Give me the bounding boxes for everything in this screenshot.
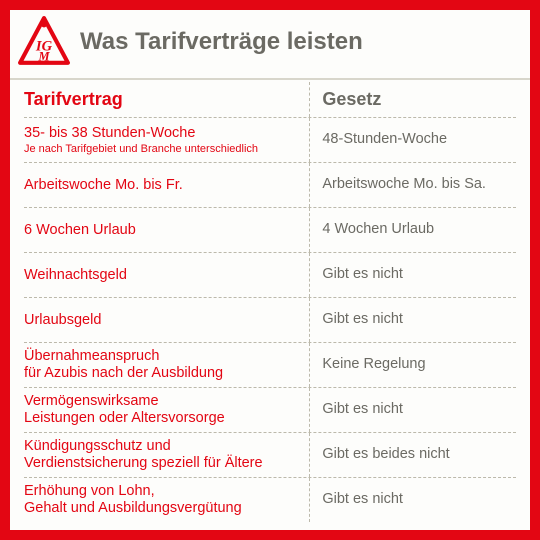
cell-text: Urlaubsgeld [24,312,301,329]
igm-logo-icon: IG M [18,16,70,68]
table-row: Übernahmeanspruchfür Azubis nach der Aus… [24,343,516,388]
cell-text: Weihnachtsgeld [24,267,301,284]
cell-tarifvertrag: Kündigungsschutz undVerdienstsicherung s… [24,433,309,477]
cell-text: VermögenswirksameLeistungen oder Altersv… [24,393,301,427]
col-header-gesetz: Gesetz [309,82,516,117]
table-row: VermögenswirksameLeistungen oder Altersv… [24,388,516,433]
svg-text:M: M [37,50,50,64]
cell-gesetz: 48-Stunden-Woche [309,118,516,162]
cell-text: 35- bis 38 Stunden-Woche [24,125,301,142]
cell-tarifvertrag: VermögenswirksameLeistungen oder Altersv… [24,388,309,432]
table-header-row: Tarifvertrag Gesetz [24,82,516,118]
cell-text: Gibt es nicht [322,491,516,508]
cell-text: Arbeitswoche Mo. bis Sa. [322,176,516,193]
cell-text: Gibt es nicht [322,266,516,283]
table-row: Weihnachtsgeld Gibt es nicht [24,253,516,298]
cell-text: Erhöhung von Lohn,Gehalt und Ausbildungs… [24,483,301,517]
cell-subtext: Je nach Tarifgebiet und Branche untersch… [24,143,301,156]
cell-gesetz: Gibt es beides nicht [309,433,516,477]
cell-text: 6 Wochen Urlaub [24,222,301,239]
comparison-table: Tarifvertrag Gesetz 35- bis 38 Stunden-W… [10,80,530,530]
cell-tarifvertrag: Weihnachtsgeld [24,253,309,297]
cell-gesetz: Gibt es nicht [309,478,516,522]
cell-text: 4 Wochen Urlaub [322,221,516,238]
cell-text: Kündigungsschutz undVerdienstsicherung s… [24,438,301,472]
cell-text: Keine Regelung [322,356,516,373]
cell-tarifvertrag: 35- bis 38 Stunden-WocheJe nach Tarifgeb… [24,118,309,162]
cell-gesetz: Gibt es nicht [309,388,516,432]
card: IG M Was Tarifverträge leisten Tarifvert… [10,10,530,530]
cell-text: Gibt es nicht [322,311,516,328]
cell-gesetz: Keine Regelung [309,343,516,387]
cell-gesetz: Arbeitswoche Mo. bis Sa. [309,163,516,207]
page-title: Was Tarifverträge leisten [80,28,363,56]
cell-text: Gibt es nicht [322,401,516,418]
header: IG M Was Tarifverträge leisten [10,10,530,80]
cell-gesetz: Gibt es nicht [309,253,516,297]
table-row: Urlaubsgeld Gibt es nicht [24,298,516,343]
cell-tarifvertrag: Erhöhung von Lohn,Gehalt und Ausbildungs… [24,478,309,522]
table-row: Arbeitswoche Mo. bis Fr. Arbeitswoche Mo.… [24,163,516,208]
table-row: 6 Wochen Urlaub 4 Wochen Urlaub [24,208,516,253]
table-row: Kündigungsschutz undVerdienstsicherung s… [24,433,516,478]
cell-text: 48-Stunden-Woche [322,131,516,148]
cell-tarifvertrag: Urlaubsgeld [24,298,309,342]
cell-text: Übernahmeanspruchfür Azubis nach der Aus… [24,348,301,382]
table-row: Erhöhung von Lohn,Gehalt und Ausbildungs… [24,478,516,522]
cell-gesetz: Gibt es nicht [309,298,516,342]
cell-tarifvertrag: Arbeitswoche Mo. bis Fr. [24,163,309,207]
col-header-tarifvertrag: Tarifvertrag [24,82,309,117]
table-row: 35- bis 38 Stunden-WocheJe nach Tarifgeb… [24,118,516,163]
cell-tarifvertrag: Übernahmeanspruchfür Azubis nach der Aus… [24,343,309,387]
cell-text: Arbeitswoche Mo. bis Fr. [24,177,301,194]
cell-text: Gibt es beides nicht [322,446,516,463]
cell-gesetz: 4 Wochen Urlaub [309,208,516,252]
cell-tarifvertrag: 6 Wochen Urlaub [24,208,309,252]
